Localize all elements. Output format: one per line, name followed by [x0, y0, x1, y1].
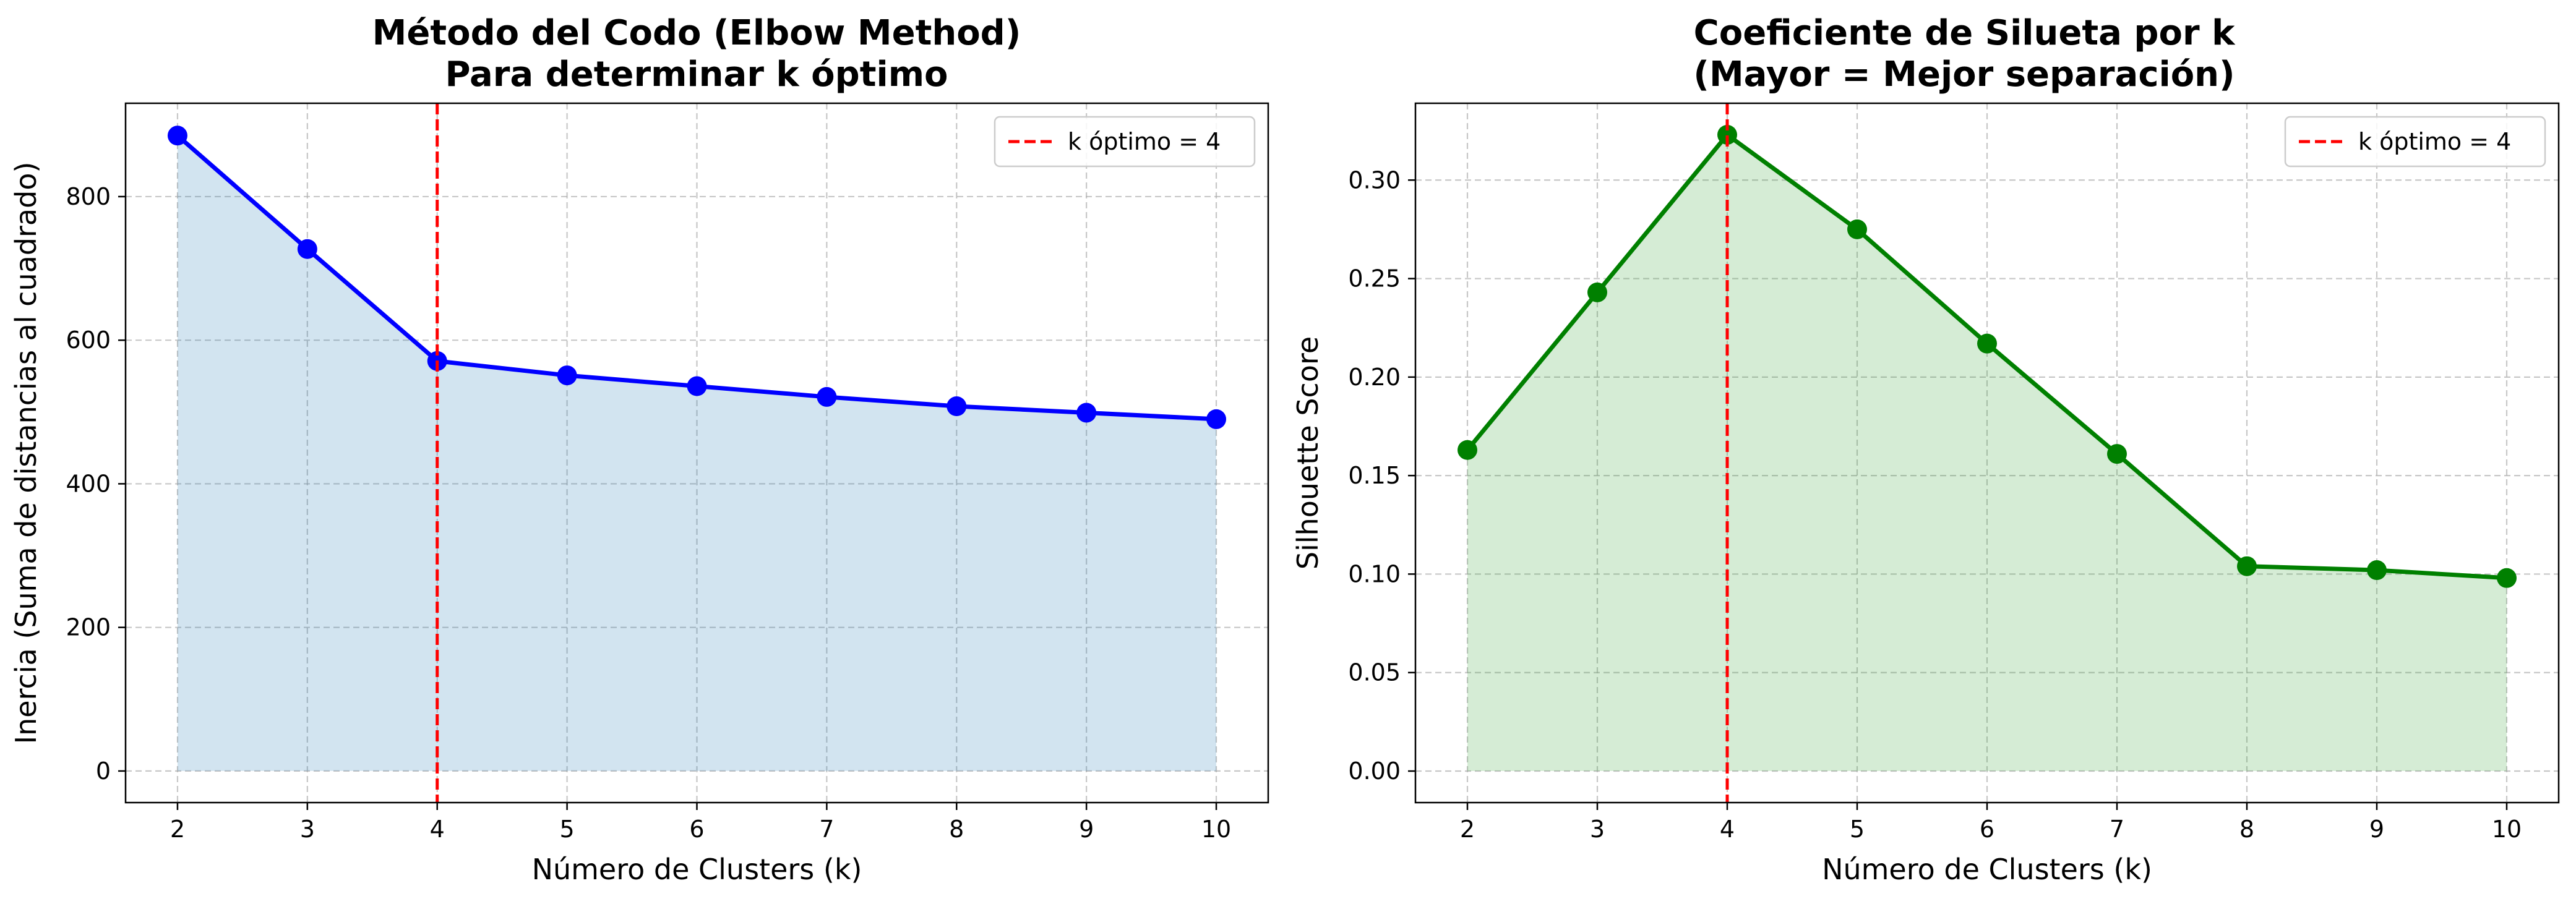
- x-tick-label: 7: [819, 816, 834, 843]
- data-point-k9: [2367, 560, 2387, 581]
- x-tick-label: 6: [1980, 816, 1994, 843]
- data-point-k8: [947, 396, 967, 417]
- x-tick-label: 2: [170, 816, 185, 843]
- y-axis-label: Silhouette Score: [1291, 336, 1324, 569]
- legend: k óptimo = 4: [994, 116, 1256, 168]
- y-axis-label: Inercia (Suma de distancias al cuadrado): [9, 162, 43, 744]
- legend-label: k óptimo = 4: [1068, 128, 1221, 155]
- legend-box: [2284, 116, 2546, 168]
- x-tick-label: 9: [2369, 816, 2384, 843]
- data-point-k2: [167, 126, 187, 146]
- silhouette-chart-panel: 2 3 4 5 6 7 8 9 10 0.00 0.05 0.10 0.15 0.20 0.25 0.30 Co…: [1291, 13, 2560, 886]
- y-tick-label: 0.25: [1348, 265, 1401, 292]
- legend: k óptimo = 4: [2284, 116, 2546, 168]
- x-tick-label: 8: [2239, 816, 2254, 843]
- x-tick-label: 10: [1201, 816, 1231, 843]
- x-tick-label: 2: [1460, 816, 1475, 843]
- data-point-k2: [1458, 440, 1477, 460]
- plot-area: [1415, 103, 2559, 803]
- chart-title-line-2: (Mayor = Mejor separación): [1693, 54, 2235, 95]
- data-point-k7: [2107, 444, 2127, 464]
- data-point-k9: [1076, 403, 1097, 423]
- data-point-k3: [297, 239, 317, 259]
- x-tick-label: 5: [560, 816, 575, 843]
- data-point-k10: [1206, 409, 1227, 429]
- data-point-k4: [1717, 124, 1737, 145]
- legend-box: [994, 116, 1256, 168]
- y-tick-label: 800: [66, 183, 111, 210]
- y-tick-label: 0.30: [1348, 166, 1401, 194]
- legend-label: k óptimo = 4: [2358, 128, 2511, 155]
- elbow-chart-panel: 2 3 4 5 6 7 8 9 10 0 200 400 600 800 Método del Codo (…: [9, 13, 1269, 886]
- x-tick-label: 3: [300, 816, 315, 843]
- x-tick-label: 3: [1590, 816, 1605, 843]
- data-point-k5: [557, 365, 577, 386]
- data-point-k10: [2497, 568, 2517, 588]
- chart-title-line-1: Coeficiente de Silueta por k: [1694, 13, 2236, 53]
- x-tick-label: 8: [949, 816, 964, 843]
- y-tick-label: 0: [96, 757, 111, 785]
- x-axis-label: Número de Clusters (k): [1822, 853, 2152, 886]
- data-point-k7: [817, 386, 837, 407]
- x-tick-label: 5: [1850, 816, 1865, 843]
- x-axis-label: Número de Clusters (k): [532, 853, 862, 886]
- x-tick-label: 10: [2492, 816, 2522, 843]
- chart-title-line-2: Para determinar k óptimo: [445, 54, 948, 95]
- y-tick-label: 600: [66, 326, 111, 354]
- plot-area: [126, 103, 1268, 803]
- chart-title-line-1: Método del Codo (Elbow Method): [372, 13, 1021, 53]
- data-point-k8: [2237, 556, 2257, 576]
- y-tick-label: 400: [66, 470, 111, 497]
- x-tick-label: 9: [1079, 816, 1094, 843]
- data-point-k5: [1847, 219, 1867, 239]
- data-point-k6: [687, 376, 707, 396]
- y-tick-label: 0.20: [1348, 364, 1401, 391]
- y-tick-label: 0.10: [1348, 560, 1401, 587]
- x-tick-label: 4: [430, 816, 445, 843]
- data-point-k3: [1587, 282, 1607, 302]
- y-tick-label: 0.15: [1348, 462, 1401, 489]
- x-tick-label: 7: [2110, 816, 2124, 843]
- data-point-k6: [1977, 333, 1997, 354]
- y-tick-label: 0.05: [1348, 659, 1401, 686]
- x-tick-label: 6: [689, 816, 704, 843]
- y-tick-label: 0.00: [1348, 757, 1401, 785]
- x-tick-label: 4: [1720, 816, 1735, 843]
- y-tick-label: 200: [66, 614, 111, 641]
